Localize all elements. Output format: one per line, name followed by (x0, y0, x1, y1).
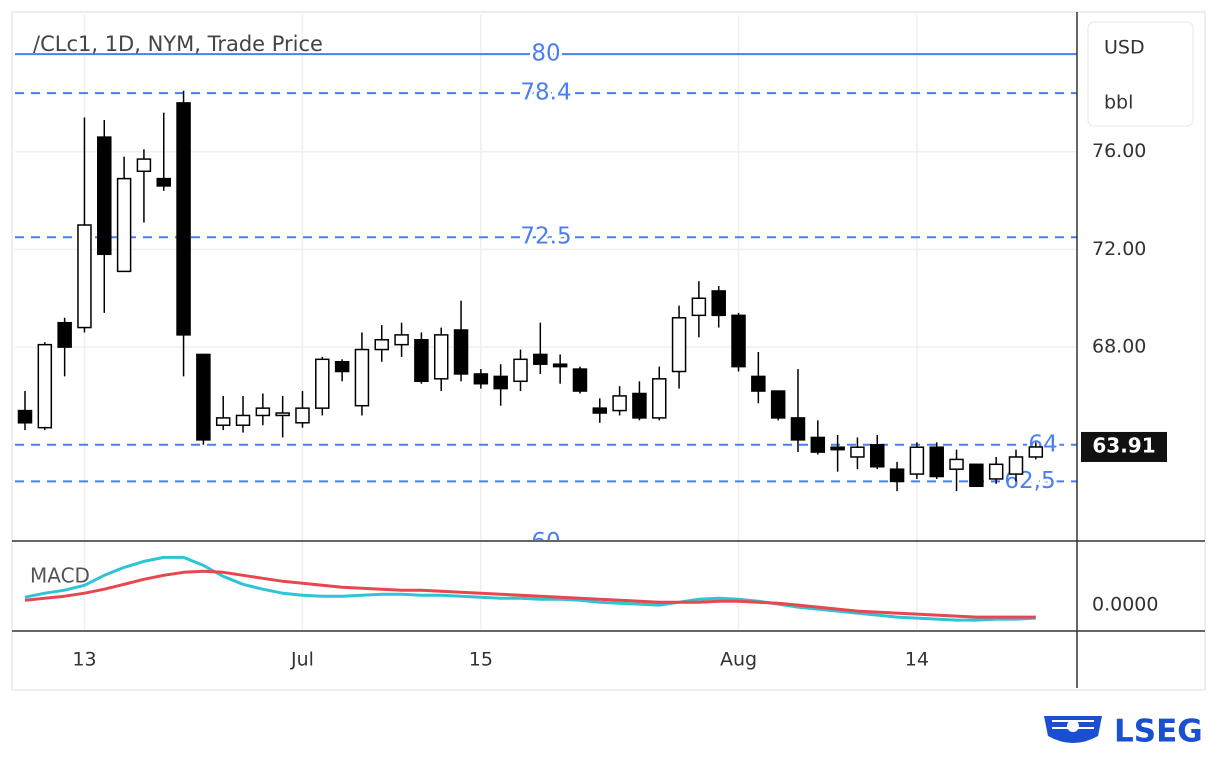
units-box (1087, 21, 1194, 127)
candle-body (215, 417, 231, 426)
candle-body (969, 463, 984, 488)
last-price-tag (1081, 431, 1167, 462)
level-label: 78.4 (520, 80, 571, 106)
candle-body (136, 158, 152, 173)
macd-line (24, 555, 1036, 622)
brand-name: LSEG (1114, 714, 1203, 750)
candle-body (255, 407, 271, 417)
candle-body (354, 348, 370, 407)
grid (15, 15, 1077, 630)
candle-body (731, 314, 746, 368)
candle-body (592, 407, 608, 414)
candle-body (17, 409, 33, 424)
y-tick-label: 68.00 (1092, 336, 1146, 358)
candle-body (691, 297, 707, 317)
x-tick-label: 15 (469, 649, 493, 671)
candle-body (513, 358, 528, 383)
candle-body (751, 375, 766, 392)
candle-body (533, 353, 548, 365)
candle-body (315, 358, 330, 409)
candle-body (552, 363, 568, 368)
x-tick-label: Aug (720, 649, 757, 671)
level-label: 80 (531, 41, 560, 67)
candle-body (235, 414, 251, 426)
candle-body (295, 407, 310, 424)
candle-body (97, 136, 112, 256)
x-tick-label: Jul (290, 649, 314, 671)
y-tick-label: 72.00 (1092, 238, 1146, 260)
level-label: 72.5 (520, 224, 571, 250)
candle-body (374, 339, 390, 351)
last-price-label: 63.91 (1092, 433, 1155, 457)
chart-title: /CLc1, 1D, NYM, Trade Price (33, 32, 323, 56)
candle-body (453, 329, 469, 375)
candle-body (651, 378, 667, 419)
candle-body (632, 392, 647, 419)
candle-body (77, 224, 92, 329)
macd-line (24, 569, 1036, 619)
candle-body (850, 446, 865, 458)
candle-body (473, 373, 489, 385)
candle-body (196, 353, 211, 441)
candle-body (711, 290, 726, 317)
candle-body (988, 463, 1004, 480)
level-label: 60 (531, 529, 560, 555)
candle-body (770, 390, 786, 419)
candle-body (176, 102, 191, 336)
candle-body (949, 458, 964, 470)
x-tick-label: 13 (72, 649, 96, 671)
y-tick-label: 0.0000 (1092, 594, 1158, 616)
macd-panel (24, 555, 1036, 622)
currency-unit: USD (1104, 37, 1145, 59)
candle-body (116, 177, 132, 273)
candle-body (572, 368, 588, 392)
candle-body (830, 446, 845, 451)
candle-body (612, 395, 627, 412)
candle-body (37, 343, 53, 429)
candle-body (57, 321, 72, 348)
brand-logo: LSEG (1044, 714, 1203, 750)
candle-body (394, 334, 409, 346)
candle-body (334, 360, 350, 373)
x-tick-label: 14 (905, 649, 929, 671)
candle-body (275, 412, 290, 417)
candle-body (671, 317, 687, 373)
candle-body (414, 339, 429, 383)
candle-body (929, 446, 944, 478)
candle-body (1028, 446, 1044, 458)
macd-label: MACD (30, 564, 90, 588)
volume-unit: bbl (1104, 92, 1133, 114)
candle-body (909, 446, 925, 475)
candle-body (156, 177, 171, 187)
candle-body (889, 468, 905, 483)
y-tick-label: 76.00 (1092, 140, 1146, 162)
candle-body (433, 334, 449, 380)
candle-body (810, 436, 826, 453)
chart-frame (11, 11, 1206, 691)
candle-body (493, 375, 508, 390)
candle-body (1008, 456, 1024, 475)
candle-body (870, 444, 885, 468)
candle-body (790, 417, 806, 441)
